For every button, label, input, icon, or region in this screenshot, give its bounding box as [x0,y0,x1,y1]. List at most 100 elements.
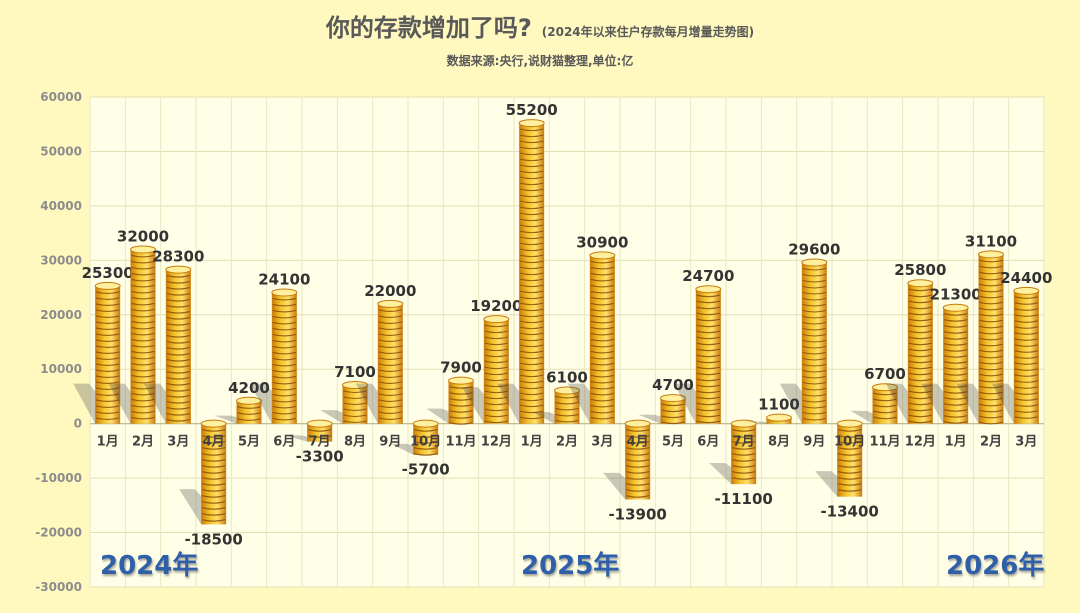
coin-edge [520,350,544,354]
coin-edge [1014,404,1038,407]
y-tick-label: -20000 [35,526,82,540]
coin-edge [908,306,932,310]
data-label: 24100 [258,270,310,288]
bar-coin-stack [673,285,722,424]
coin-top [872,383,898,392]
data-label: 28300 [152,248,204,266]
coin-edge [590,416,614,420]
coin-edge [484,372,508,376]
coin-edge [96,411,120,414]
coin-edge [484,324,508,328]
coin-top [518,119,545,128]
coin-edge [802,273,826,277]
coin-edge [590,362,614,366]
coin-edge [1014,368,1038,371]
coin-edge [802,363,826,367]
coin-edge [484,360,508,364]
coin-edge [696,384,720,388]
coin-edge [96,321,120,324]
coin-edge [838,429,862,432]
x-tick-label: 6月 [273,435,295,450]
coin-edge [590,320,614,324]
y-tick-label: 50000 [40,144,82,158]
coin-edge [696,360,720,364]
coin-top [695,285,722,294]
coin-edge [979,373,1003,377]
coin-edge [944,421,968,424]
coin-top [730,419,757,428]
coin-edge [908,372,932,376]
bar-coin-stack [603,419,651,500]
coin-edge [166,305,190,308]
coin-edge [272,369,296,373]
coin-edge [626,447,650,450]
coin-edge [590,290,614,294]
coin-edge [520,356,544,360]
coin-edge [484,384,508,388]
coin-edge [696,330,720,334]
coin-edge [166,353,190,356]
coin-edge [802,405,826,409]
x-tick-label: 9月 [803,435,825,450]
coin-edge [131,392,155,396]
coin-edge [661,415,685,419]
coin-edge [272,417,296,421]
data-label: 55200 [506,101,558,119]
coin-edge [131,374,155,378]
bar-coin-stack [355,299,404,424]
coin-edge [555,407,579,411]
coin-edge [131,260,155,264]
coin-edge [626,459,650,462]
coin-edge [590,266,614,270]
coin-edge [1014,314,1038,317]
coin-edge [1014,374,1038,377]
coin-edge [378,327,402,330]
coin-edge [944,343,968,346]
coin-edge [272,381,296,385]
coin-edge [590,284,614,288]
coin-edge [202,453,226,456]
coin-edge [696,402,720,406]
coin-edge [802,339,826,343]
coin-edge [131,410,155,414]
coin-edge [131,344,155,348]
bar-coin-stack [497,119,545,424]
coin-edge [166,317,190,320]
coin-edge [166,401,190,404]
coin-edge [414,435,438,438]
coin-edge [802,357,826,361]
coin-edge [308,435,332,438]
coin-edge [202,429,226,432]
coin-edge [202,513,226,516]
coin-edge [661,403,685,407]
coin-edge [272,327,296,331]
coin-edge [590,278,614,282]
coin-edge [908,360,932,364]
coin-edge [838,435,862,438]
title-main: 你的存款增加了吗? [325,14,532,42]
coin-edge [166,281,190,284]
coin-edge [166,383,190,386]
coin-edge [802,285,826,289]
bar-coin-stack [391,419,439,456]
coin-edge [979,265,1003,269]
coin-edge [343,408,367,412]
coin-top [660,394,686,403]
bar [943,307,969,424]
coin-edge [131,356,155,360]
coin-edge [838,483,862,486]
coin-edge [944,397,968,400]
coin-edge [378,393,402,396]
coin-edge [802,333,826,337]
coin-edge [272,357,296,361]
coin-edge [378,405,402,408]
coin-edge [414,441,438,444]
coin-edge [378,351,402,354]
coin-top [483,315,510,324]
coin-edge [1014,308,1038,311]
coin-edge [908,330,932,334]
coin-edge [272,309,296,313]
coin-edge [555,395,579,399]
coin-edge [378,381,402,384]
